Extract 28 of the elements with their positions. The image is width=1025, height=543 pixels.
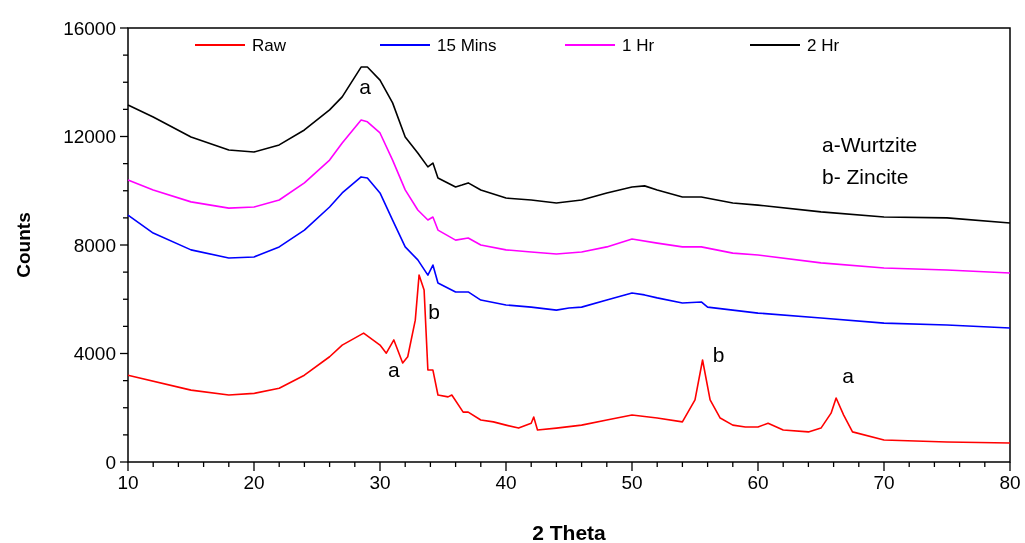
annotation: b: [428, 300, 440, 324]
legend-label: 2 Hr: [807, 35, 840, 55]
annotation: b: [712, 343, 725, 367]
line-series: [127, 119, 1011, 274]
annotation: a: [359, 75, 372, 99]
x-tick-label: 30: [369, 472, 391, 493]
x-tick-label: 40: [495, 472, 517, 493]
x-tick-label: 20: [243, 472, 265, 493]
y-tick-label: 4000: [73, 343, 116, 365]
x-tick-label: 60: [747, 472, 769, 493]
x-tick-label: 80: [999, 472, 1021, 493]
x-tick-label: 10: [117, 472, 139, 493]
y-axis-title: Counts: [13, 212, 34, 278]
annotation: a: [842, 364, 855, 388]
y-tick-label: 0: [105, 451, 116, 473]
legend-label: Raw: [252, 35, 287, 55]
annotation: a-Wurtzite: [822, 133, 918, 156]
y-tick-label: 8000: [73, 234, 116, 256]
x-tick-label: 50: [621, 472, 643, 493]
legend-label: 1 Hr: [622, 35, 655, 55]
x-axis-title: 2 Theta: [532, 521, 607, 543]
x-tick-label: 70: [873, 472, 895, 493]
y-tick-label: 16000: [63, 17, 116, 39]
legend-label: 15 Mins: [437, 35, 497, 55]
line-series: [127, 274, 1011, 444]
annotation: b- Zincite: [822, 165, 909, 188]
y-tick-label: 12000: [63, 126, 116, 148]
annotation: a: [388, 358, 401, 382]
